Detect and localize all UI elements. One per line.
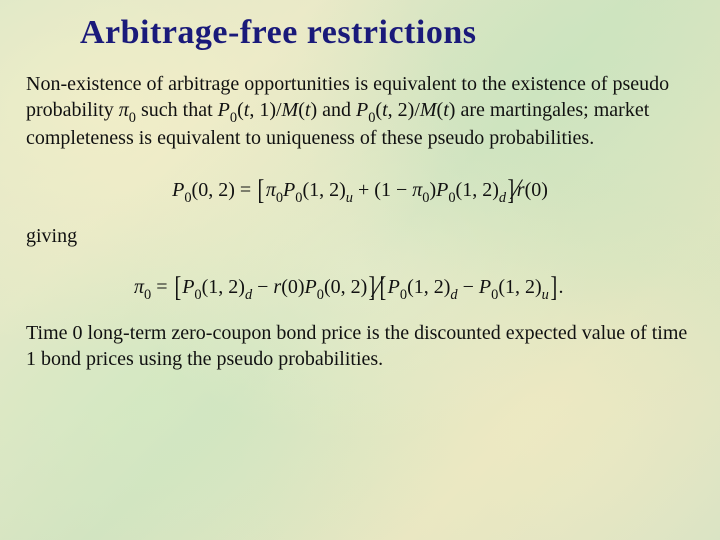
equation-2: π0 = [P0(1, 2)d − r(0)P0(0, 2)]⁄[P0(1, 2… [134,267,696,303]
P-b-sub: 0 [368,110,375,126]
eq1-P2-sub: 0 [448,190,455,206]
eq2-P1-state: d [245,287,252,303]
eq2-equals: = [151,276,172,298]
P-a-arg2: , 1)/ [249,99,281,121]
slide-title: Arbitrage-free restrictions [80,14,696,52]
eq1-P: P [172,179,184,201]
eq2-pi-sub: 0 [144,287,151,303]
eq2-rbrack2: ] [550,271,557,304]
eq2-pi: π [134,276,144,298]
eq1-P2: P [436,179,448,201]
eq2-P2: P [305,276,317,298]
paragraph-1: Non-existence of arbitrage opportunities… [26,72,694,152]
M-a: M [282,99,299,121]
eq1-pi2: π [412,179,422,201]
eq2-P1-sub: 0 [194,287,201,303]
pi-symbol-1: π [119,99,129,121]
P-b-arg2: , 2)/ [388,99,420,121]
P-b: P [356,99,368,121]
eq1-P-sub: 0 [184,190,191,206]
eq1-pi1: π [266,179,276,201]
para1-mid2: and [317,99,356,121]
slide-body: Arbitrage-free restrictions Non-existenc… [0,0,720,372]
eq1-P2-state: d [499,190,506,206]
eq2-P2-arg: (0, 2) [324,276,367,298]
eq1-pi1-sub: 0 [276,190,283,206]
eq1-P2-arg: (1, 2) [456,179,499,201]
eq2-P4-arg: (1, 2) [498,276,541,298]
eq1-P1-state: u [346,190,353,206]
eq1-lhs-arg: (0, 2) = [192,179,257,201]
eq2-r-arg: (0) [281,276,304,298]
eq2-lbrack1: [ [174,271,181,304]
paragraph-2: Time 0 long-term zero-coupon bond price … [26,321,694,372]
eq2-P4: P [479,276,491,298]
P-a-sub: 0 [230,110,237,126]
M-b: M [420,99,437,121]
eq1-r-arg: (0) [525,179,548,201]
eq2-P2-sub: 0 [317,287,324,303]
eq2-P1: P [182,276,194,298]
P-a-arg1: ( [237,99,244,121]
para1-mid1: such that [136,99,218,121]
eq2-minus1: − [252,276,273,298]
eq1-slash: ⁄ [514,173,518,207]
eq1-lbrack: [ [258,174,265,207]
eq2-P3-arg: (1, 2) [407,276,450,298]
giving-text: giving [26,224,694,250]
eq2-P1-arg: (1, 2) [202,276,245,298]
eq1-P1-sub: 0 [295,190,302,206]
eq2-P4-state: u [542,287,549,303]
eq2-minus2: − [458,276,479,298]
equation-1: P0(0, 2) = [π0P0(1, 2)u + (1 − π0)P0(1, … [24,170,696,206]
eq1-P1-arg: (1, 2) [302,179,345,201]
eq2-P3: P [388,276,400,298]
M-a-arg: ( [298,99,305,121]
eq2-P3-sub: 0 [400,287,407,303]
P-a: P [218,99,230,121]
pi-sub-1: 0 [129,110,136,126]
eq1-pi2-sub: 0 [422,190,429,206]
eq1-rbrack: ] [508,174,515,207]
eq2-period: . [559,276,564,298]
eq2-P3-state: d [450,287,457,303]
eq1-P1: P [283,179,295,201]
eq2-P4-sub: 0 [491,287,498,303]
eq1-plus: + (1 − [353,179,412,201]
eq2-lbrack2: [ [379,271,386,304]
